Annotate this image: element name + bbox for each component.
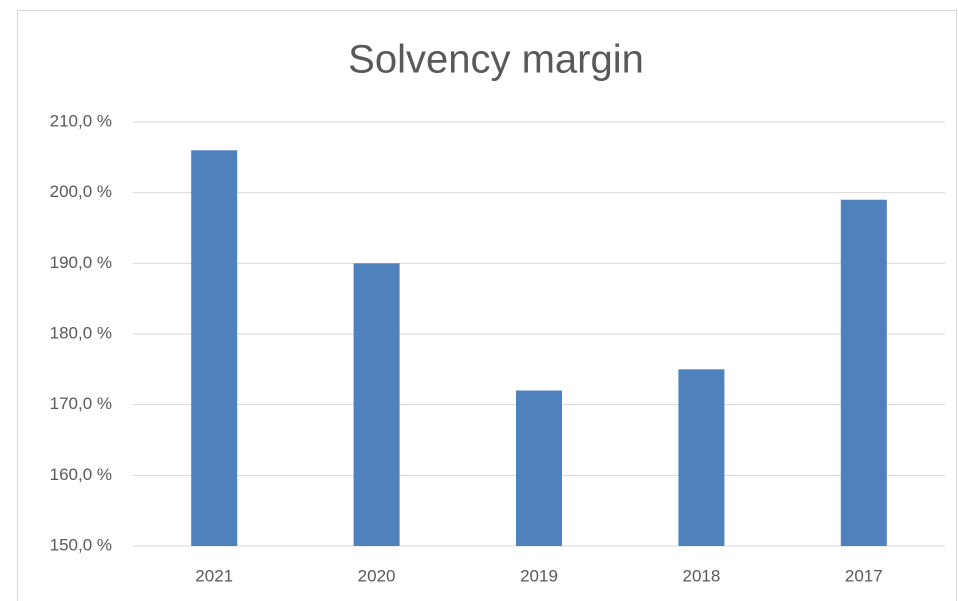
x-tick-label: 2020: [358, 566, 396, 585]
y-tick-label: 170,0 %: [50, 394, 112, 413]
y-tick-label: 200,0 %: [50, 182, 112, 201]
chart-title: Solvency margin: [348, 38, 644, 82]
y-tick-label: 210,0 %: [50, 111, 112, 130]
chart-frame: [17, 10, 957, 601]
y-tick-label: 190,0 %: [50, 253, 112, 272]
bar: [678, 369, 725, 546]
y-tick-label: 150,0 %: [50, 535, 112, 554]
x-tick-label: 2017: [845, 566, 883, 585]
y-tick-label: 180,0 %: [50, 323, 112, 342]
y-tick-label: 160,0 %: [50, 465, 112, 484]
bar: [353, 263, 400, 546]
bar: [191, 150, 238, 546]
bar: [840, 199, 887, 546]
x-tick-label: 2019: [520, 566, 558, 585]
x-tick-label: 2018: [682, 566, 720, 585]
x-tick-label: 2021: [195, 566, 233, 585]
bar: [516, 390, 562, 546]
